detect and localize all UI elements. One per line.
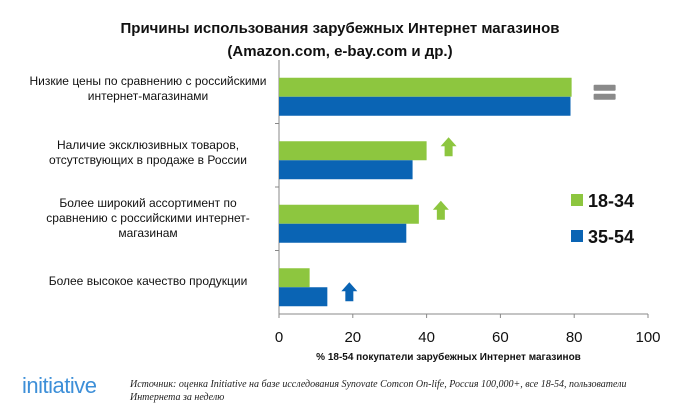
- initiative-logo: initiative: [22, 373, 97, 398]
- legend-label: 18-34: [588, 191, 634, 211]
- x-tick-label: 40: [418, 329, 435, 346]
- bar-35-54: [279, 96, 571, 116]
- source-note: Источник: оценка Initiative на базе иссл…: [130, 379, 627, 403]
- x-tick-label: 60: [492, 329, 509, 346]
- bar-chart: 0 20 40 60 80 100 % 18-54 покупатели зарубежны…: [275, 60, 661, 363]
- equal-icon: [593, 84, 616, 91]
- legend-label: 35-54: [588, 227, 634, 247]
- equal-icon: [593, 93, 616, 100]
- x-tick-label: 80: [566, 329, 583, 346]
- chart-title: Причины использования зарубежных Интерне…: [120, 20, 560, 37]
- bar-18-34: [279, 141, 427, 161]
- x-tick-label: 20: [344, 329, 361, 346]
- legend-swatch: [571, 230, 583, 242]
- legend-swatch: [571, 194, 583, 206]
- bar-35-54: [279, 287, 328, 307]
- bar-18-34: [279, 77, 572, 97]
- bar-18-34: [279, 268, 310, 288]
- category-label: Наличие эксклюзивных товаров, отсутствую…: [49, 138, 247, 167]
- up-arrow-icon: [440, 137, 457, 157]
- x-tick-label: 0: [275, 329, 283, 346]
- category-label: Более широкий ассортимент по сравнению с…: [46, 196, 250, 240]
- chart-subtitle: (Amazon.com, e-bay.com и др.): [227, 43, 453, 60]
- x-tick-label: 100: [635, 329, 660, 346]
- category-label: Низкие цены по сравнению с российскими и…: [29, 74, 267, 103]
- x-axis-label: % 18-54 покупатели зарубежных Интернет м…: [316, 351, 581, 363]
- category-label: Более высокое качество продукции: [48, 274, 248, 288]
- up-arrow-icon: [341, 282, 358, 302]
- up-arrow-icon: [432, 200, 449, 220]
- bar-35-54: [279, 160, 413, 180]
- bar-35-54: [279, 223, 407, 243]
- bar-18-34: [279, 204, 419, 224]
